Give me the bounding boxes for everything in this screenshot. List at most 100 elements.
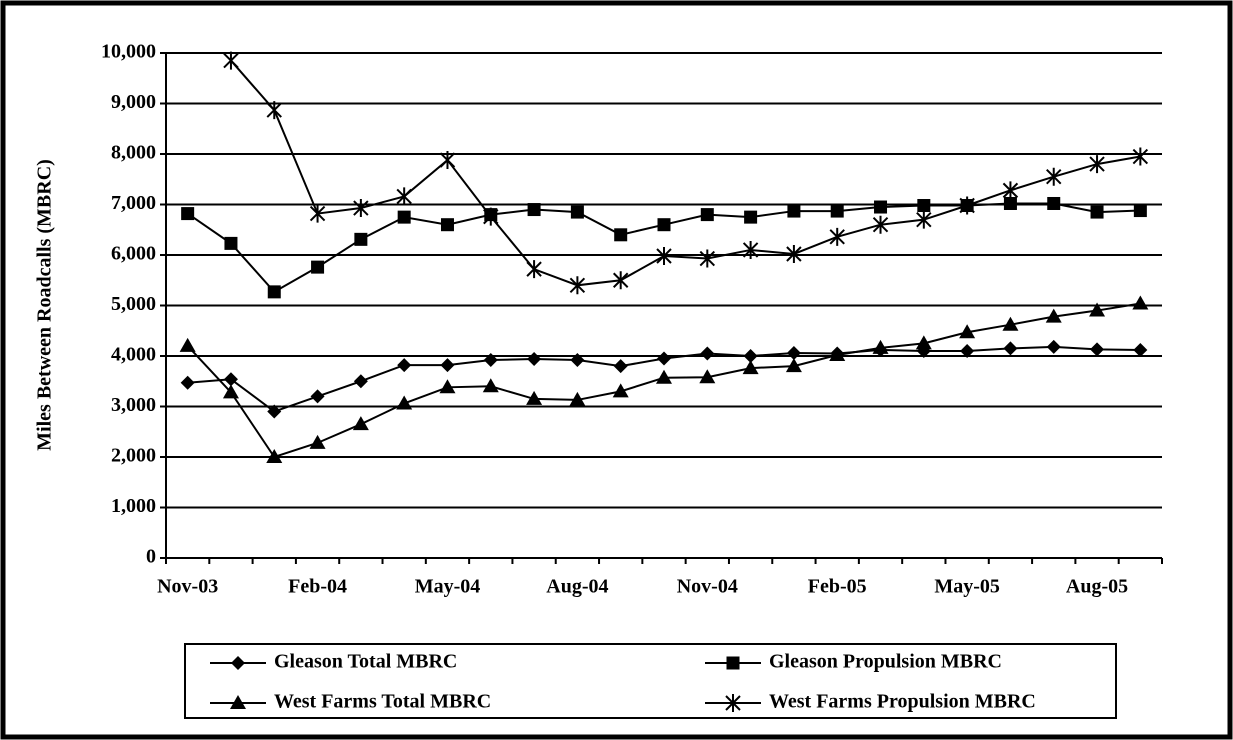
- marker: [1133, 342, 1148, 357]
- marker: [699, 249, 716, 268]
- series-line: [230, 59, 1141, 287]
- x-tick-label: May-04: [415, 576, 481, 598]
- marker: [223, 372, 238, 387]
- x-tick-label: Feb-05: [808, 576, 867, 598]
- marker: [482, 378, 499, 393]
- marker: [526, 390, 543, 405]
- marker: [742, 240, 759, 259]
- marker: [397, 358, 412, 373]
- marker: [656, 247, 672, 266]
- marker: [231, 656, 245, 670]
- marker: [353, 199, 369, 218]
- x-tick-label: Nov-03: [157, 576, 218, 598]
- x-tick-label: Feb-04: [288, 576, 347, 598]
- marker: [310, 389, 325, 404]
- marker: [1002, 316, 1019, 331]
- marker: [742, 360, 759, 375]
- marker: [1046, 339, 1061, 354]
- marker: [916, 210, 932, 229]
- marker: [1045, 308, 1062, 323]
- y-tick-label: 4,000: [111, 344, 156, 366]
- marker: [1046, 167, 1062, 186]
- marker: [1090, 342, 1105, 357]
- marker: [1132, 147, 1149, 166]
- marker: [657, 351, 671, 366]
- marker: [726, 656, 740, 670]
- y-tick-label: 3,000: [111, 394, 156, 416]
- marker: [787, 204, 801, 218]
- marker: [699, 369, 716, 384]
- marker: [224, 236, 238, 250]
- marker: [613, 359, 628, 374]
- marker: [267, 404, 282, 419]
- marker: [397, 210, 411, 224]
- marker: [959, 324, 976, 339]
- legend-label: Gleason Propulsion MBRC: [769, 651, 1002, 673]
- marker: [612, 271, 629, 290]
- marker: [396, 395, 413, 410]
- marker: [872, 339, 889, 354]
- marker: [396, 187, 412, 206]
- marker: [785, 358, 802, 373]
- marker: [872, 215, 889, 234]
- marker: [786, 345, 801, 360]
- marker: [266, 449, 283, 463]
- y-tick-label: 5,000: [111, 293, 156, 315]
- marker: [829, 227, 845, 246]
- marker: [700, 346, 715, 361]
- marker: [570, 353, 585, 368]
- marker: [1003, 196, 1017, 210]
- y-tick-label: 7,000: [111, 192, 156, 214]
- marker: [180, 375, 195, 390]
- marker: [917, 199, 931, 213]
- marker: [656, 369, 672, 384]
- marker: [354, 232, 368, 246]
- marker: [570, 205, 584, 219]
- marker: [309, 204, 326, 223]
- marker: [483, 207, 499, 226]
- marker: [309, 434, 326, 449]
- marker: [744, 210, 758, 224]
- marker: [829, 346, 846, 361]
- marker: [1090, 205, 1104, 219]
- y-axis-label: Miles Between Roadcalls (MBRC): [34, 159, 56, 451]
- marker: [526, 260, 542, 279]
- marker: [223, 51, 239, 70]
- y-tick-label: 8,000: [111, 142, 156, 164]
- marker: [1002, 181, 1019, 200]
- marker: [439, 151, 456, 170]
- marker: [1133, 204, 1147, 218]
- marker: [725, 694, 741, 712]
- marker: [230, 695, 246, 709]
- legend-label: West Farms Total MBRC: [274, 691, 491, 713]
- x-tick-label: Nov-04: [677, 576, 738, 598]
- marker: [267, 285, 281, 299]
- x-tick-label: Aug-05: [1066, 576, 1128, 598]
- y-tick-label: 1,000: [111, 495, 156, 517]
- marker: [527, 203, 541, 217]
- marker: [700, 208, 714, 222]
- marker: [1089, 302, 1106, 317]
- marker: [439, 379, 456, 394]
- y-tick-label: 0: [146, 546, 156, 568]
- marker: [1047, 196, 1061, 210]
- marker: [743, 349, 758, 363]
- marker: [222, 384, 239, 399]
- marker: [959, 196, 975, 215]
- x-tick-label: May-05: [934, 576, 1000, 598]
- marker: [569, 276, 586, 295]
- legend-box: [184, 643, 1117, 719]
- x-tick-label: Aug-04: [546, 576, 608, 598]
- marker: [915, 335, 932, 350]
- marker: [483, 353, 498, 368]
- marker: [179, 337, 196, 352]
- marker: [440, 358, 455, 373]
- y-tick-label: 10,000: [101, 41, 156, 63]
- legend-label: Gleason Total MBRC: [274, 651, 457, 673]
- marker: [786, 244, 802, 263]
- marker: [266, 101, 282, 120]
- marker: [440, 218, 454, 232]
